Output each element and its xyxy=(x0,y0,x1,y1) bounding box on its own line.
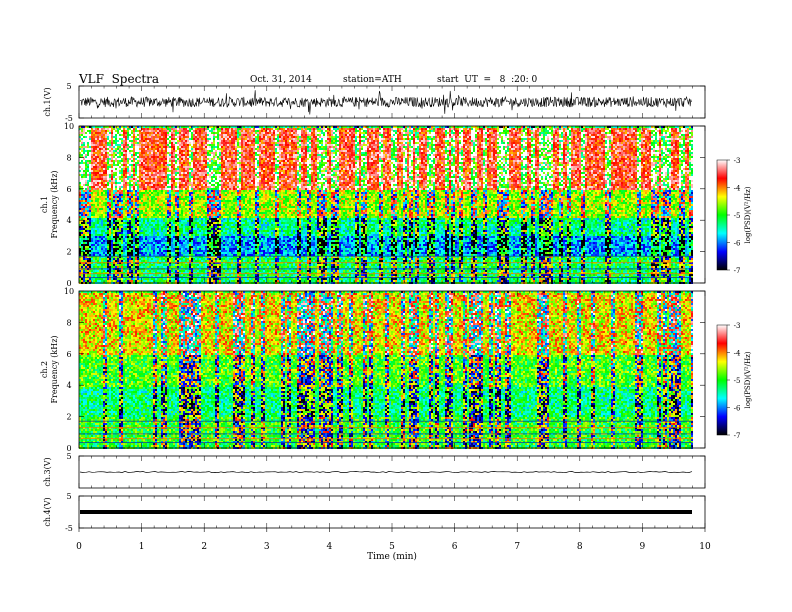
y-tick-label: 10 xyxy=(64,122,74,131)
ch2-colorbar-label: log(PSD)(V²/Hz) xyxy=(744,351,752,408)
y-tick-label: 4 xyxy=(66,216,71,225)
y-tick-label: 5 xyxy=(66,82,71,91)
ch1-colorbar-tick-label: -7 xyxy=(734,267,741,275)
x-tick-label: 10 xyxy=(699,542,711,552)
y-tick-label: 4 xyxy=(66,381,71,390)
y-tick-label: 8 xyxy=(66,318,71,327)
ylabel-w1: ch.1(V) xyxy=(43,87,52,116)
x-tick-label: 5 xyxy=(389,542,395,552)
x-axis-title: Time (min) xyxy=(367,551,417,562)
ylabel-w4: ch.4(V) xyxy=(43,497,52,526)
ch1-colorbar-tick-label: -3 xyxy=(734,157,741,165)
y-tick-label: 8 xyxy=(66,153,71,162)
ch2-colorbar-tick-label: -4 xyxy=(734,350,741,358)
x-tick-label: 7 xyxy=(514,542,520,552)
y-tick-label: 6 xyxy=(66,185,71,194)
ch2-colorbar-tick-label: -6 xyxy=(734,405,741,413)
y-tick-label: 2 xyxy=(66,413,71,422)
y-tick-label: 2 xyxy=(66,248,71,257)
ch1-colorbar xyxy=(717,160,727,270)
ch2-colorbar-tick-label: -3 xyxy=(734,322,741,330)
y-tick-label: 5 xyxy=(66,452,71,461)
x-tick-label: 3 xyxy=(264,542,270,552)
x-tick-label: 0 xyxy=(76,542,82,552)
x-tick-label: 1 xyxy=(139,542,145,552)
y-tick-label: 6 xyxy=(66,350,71,359)
ylabel-w3: ch.3(V) xyxy=(43,457,52,486)
ylabel-channel: ch.2 xyxy=(40,361,49,378)
ch2-spectrogram-image xyxy=(79,291,693,449)
ch1-waveform-line xyxy=(80,90,691,114)
x-tick-label: 4 xyxy=(327,542,333,552)
y-tick-label: 10 xyxy=(64,287,74,296)
ch2-colorbar-tick-label: -7 xyxy=(734,432,741,440)
ch2-colorbar-tick-label: -5 xyxy=(734,377,741,385)
ch1-spectrogram-image xyxy=(79,126,693,284)
x-tick-label: 8 xyxy=(577,542,583,552)
ylabel-channel: ch.1 xyxy=(40,196,49,213)
ch1-colorbar-tick-label: -4 xyxy=(734,185,741,193)
y-tick-label: -5 xyxy=(65,524,73,533)
ylabel-frequency: Frequency (kHz) xyxy=(50,335,59,403)
x-tick-label: 2 xyxy=(201,542,207,552)
ch1-colorbar-tick-label: -5 xyxy=(734,212,741,220)
ch2-colorbar xyxy=(717,325,727,435)
x-tick-label: 6 xyxy=(452,542,458,552)
vlf-spectra-figure: -3 -4 -5 -6 -7 log(PSD)(V²/Hz) -3 -4 -5 -6 -7 log(P… xyxy=(0,0,792,612)
ch3-waveform-line xyxy=(80,471,692,472)
y-tick-label: 5 xyxy=(66,492,71,501)
ch1-colorbar-tick-label: -6 xyxy=(734,240,741,248)
x-tick-label: 9 xyxy=(640,542,646,552)
ch1-colorbar-label: log(PSD)(V²/Hz) xyxy=(744,186,752,243)
ylabel-frequency: Frequency (kHz) xyxy=(50,170,59,238)
